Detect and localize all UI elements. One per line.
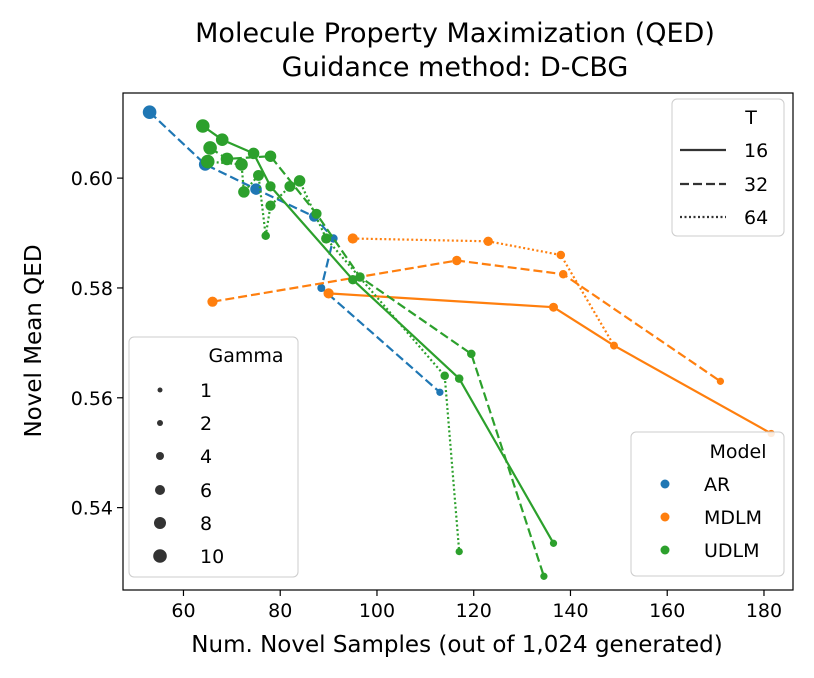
legend-gamma-marker-2 <box>157 420 163 426</box>
legend-gamma-marker-10 <box>153 549 167 563</box>
data-point-udlm-t-64-9 <box>440 371 449 381</box>
legend-t-label-32: 32 <box>744 174 768 196</box>
legend-gamma-marker-8 <box>154 517 166 529</box>
x-tick-label-100: 100 <box>359 600 395 622</box>
legend-gamma-label-10: 10 <box>200 546 224 568</box>
y-tick-label-2: 0.58 <box>71 278 113 300</box>
data-point-mdlm-t-16-0 <box>323 288 334 299</box>
y-tick-label-3: 0.60 <box>71 168 113 190</box>
legend-gamma: Gamma 1 2 4 6 8 10 <box>128 336 299 578</box>
x-tick-label-180: 180 <box>746 600 782 622</box>
legend-model-title: Model <box>709 441 766 463</box>
legend-gamma-marker-6 <box>155 485 165 495</box>
data-point-udlm-t-32-3 <box>311 208 322 219</box>
data-point-udlm-t-32-1 <box>220 152 234 166</box>
legend-model: Model AR MDLM UDLM <box>630 431 785 577</box>
data-point-mdlm-t-32-1 <box>452 255 462 266</box>
data-point-udlm-t-16-0 <box>196 119 210 133</box>
data-point-mdlm-t-32-3 <box>716 377 725 385</box>
series-line-mdlm-t-64 <box>352 237 615 347</box>
data-point-udlm-t-32-6 <box>540 572 548 580</box>
chart-title: Molecule Property Maximization (QED) <box>195 18 715 49</box>
data-point-mdlm-t-64-3 <box>610 341 618 350</box>
data-point-udlm-t-16-2 <box>247 147 260 160</box>
legend-t-label-16: 16 <box>744 140 768 162</box>
legend-gamma-title: Gamma <box>208 345 283 367</box>
data-point-ar-t-32-2 <box>250 183 262 195</box>
data-point-mdlm-t-16-1 <box>549 302 558 312</box>
data-point-ar-t-32-6 <box>436 388 444 396</box>
x-tick-label-120: 120 <box>456 600 492 622</box>
legend-t: T 16 32 64 <box>671 98 785 237</box>
legend-gamma-marker-4 <box>156 452 164 460</box>
data-point-udlm-t-64-0 <box>200 154 215 169</box>
data-point-udlm-t-32-0 <box>203 141 217 155</box>
data-point-udlm-t-32-4 <box>355 272 365 282</box>
legend-gamma-label-2: 2 <box>200 413 212 435</box>
plot-frame <box>122 92 794 591</box>
x-tick-label-80: 80 <box>268 600 292 622</box>
legend-model-frame <box>630 431 785 577</box>
x-tick-label-140: 140 <box>552 600 588 622</box>
data-point-udlm-t-16-5 <box>454 374 464 383</box>
y-axis-label: Novel Mean QED <box>21 244 47 437</box>
data-point-udlm-t-64-2 <box>238 186 250 198</box>
data-point-ar-t-32-5 <box>317 284 326 292</box>
series-line-mdlm-t-32 <box>212 259 722 383</box>
legend-gamma-label-1: 1 <box>200 380 212 402</box>
data-point-udlm-t-64-6 <box>284 180 296 192</box>
chart-subtitle: Guidance method: D-CBG <box>282 52 629 83</box>
y-tick-label-1: 0.56 <box>71 388 113 410</box>
legend-gamma-frame <box>128 336 299 578</box>
data-point-udlm-t-16-6 <box>549 539 558 547</box>
data-point-udlm-t-64-8 <box>321 233 332 244</box>
data-point-udlm-t-16-4 <box>348 274 358 285</box>
legend-gamma-label-4: 4 <box>200 446 212 468</box>
data-point-udlm-t-64-7 <box>293 175 306 187</box>
legend-t-label-64: 64 <box>744 207 768 229</box>
legend-gamma-marker-1 <box>157 387 163 393</box>
legend-t-frame <box>671 98 785 237</box>
data-point-udlm-t-64-3 <box>253 169 264 181</box>
legend-model-marker-mdlm <box>660 512 670 522</box>
legend-t-title: T <box>744 107 757 129</box>
legend-gamma-label-8: 8 <box>200 513 212 535</box>
data-point-mdlm-t-32-2 <box>558 269 568 279</box>
data-point-mdlm-t-64-2 <box>556 250 566 260</box>
legend-model-label-mdlm: MDLM <box>704 507 762 529</box>
x-axis-ticks: 60 80 100 120 140 160 180 <box>171 590 782 622</box>
legend-gamma-label-6: 6 <box>200 480 212 502</box>
data-point-udlm-t-64-5 <box>265 200 276 211</box>
data-point-udlm-t-64-4 <box>261 231 270 241</box>
data-point-udlm-t-16-1 <box>215 133 229 147</box>
legend-model-label-ar: AR <box>704 474 730 496</box>
data-point-mdlm-t-64-1 <box>483 236 493 247</box>
y-tick-label-0: 0.54 <box>71 498 113 520</box>
data-point-udlm-t-16-3 <box>265 181 276 192</box>
data-point-udlm-t-64-10 <box>455 547 463 556</box>
x-axis-label: Num. Novel Samples (out of 1,024 generat… <box>191 632 722 658</box>
x-tick-label-60: 60 <box>171 600 195 622</box>
series-line-mdlm-t-16 <box>328 292 772 435</box>
data-point-mdlm-t-64-0 <box>347 233 358 244</box>
legend-model-label-udlm: UDLM <box>704 540 760 562</box>
data-point-mdlm-t-32-0 <box>207 296 218 307</box>
data-point-udlm-t-64-1 <box>235 158 248 171</box>
legend-model-marker-ar <box>660 479 670 489</box>
data-point-ar-t-32-0 <box>142 105 157 119</box>
x-tick-label-160: 160 <box>649 600 685 622</box>
data-point-udlm-t-32-5 <box>467 349 476 359</box>
legend-model-marker-udlm <box>660 545 670 555</box>
y-axis-ticks: 0.54 0.56 0.58 0.60 <box>71 168 123 520</box>
data-point-udlm-t-32-2 <box>264 150 277 162</box>
